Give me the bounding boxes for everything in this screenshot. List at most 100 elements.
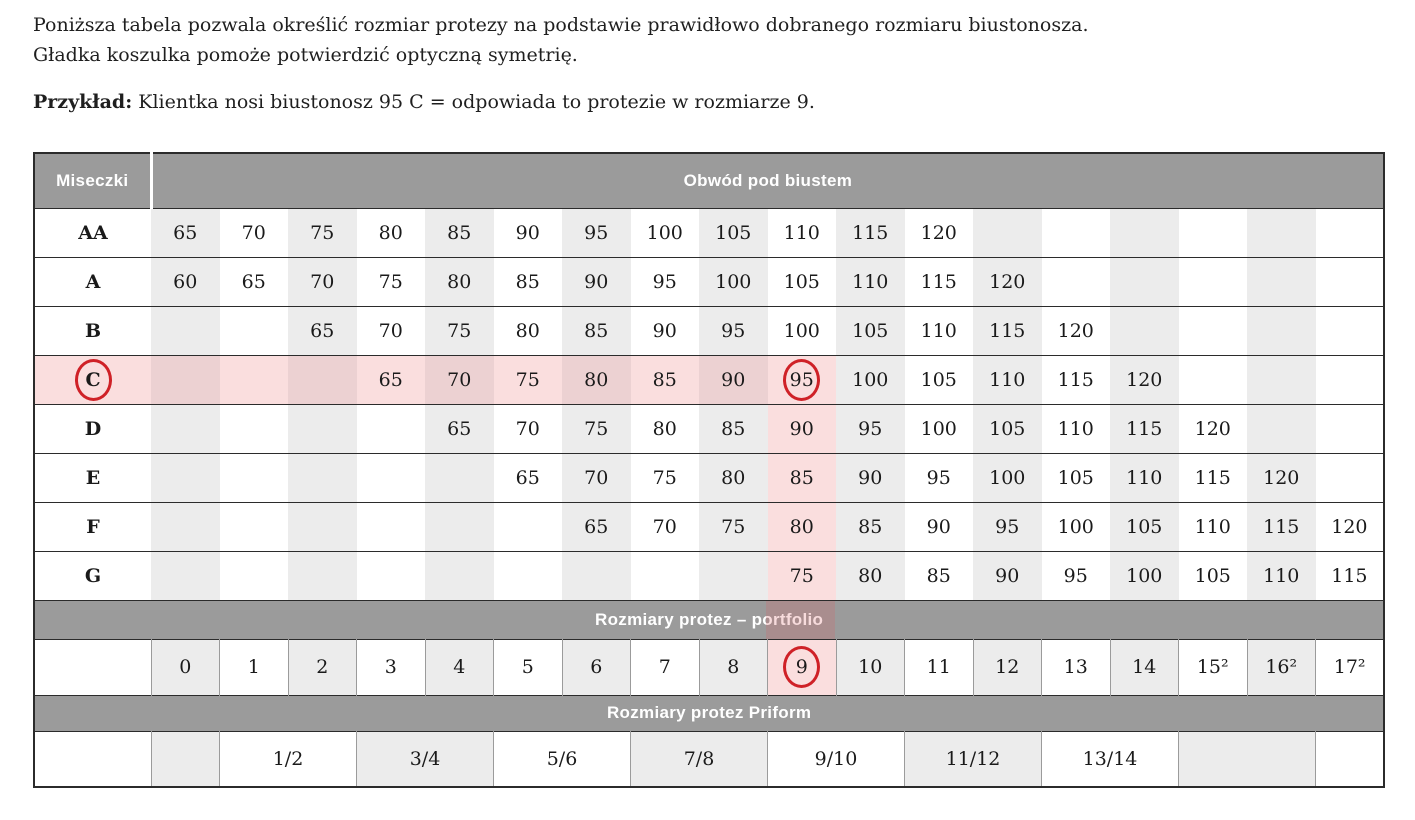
- priform-size-cell: [1178, 731, 1316, 787]
- underbust-cell: 110: [1110, 453, 1179, 502]
- underbust-cell: 115: [973, 306, 1042, 355]
- underbust-cell: [151, 306, 220, 355]
- underbust-cell: 75: [562, 404, 631, 453]
- intro-section: Poniższa tabela pozwala określić rozmiar…: [33, 10, 1415, 117]
- underbust-cell: 70: [562, 453, 631, 502]
- portfolio-size-cell: 4: [424, 639, 494, 695]
- underbust-cell: 110: [1247, 551, 1316, 600]
- underbust-cell: 100: [836, 355, 905, 404]
- underbust-cell: [357, 453, 426, 502]
- underbust-cell: 105: [1057, 466, 1094, 489]
- underbust-cell: 105: [699, 208, 768, 257]
- red-circle-highlight: C: [74, 358, 112, 401]
- underbust-cell: 85: [836, 502, 905, 551]
- underbust-cell: [220, 306, 289, 355]
- underbust-cell: 105: [920, 368, 957, 391]
- underbust-cell: 65: [151, 208, 220, 257]
- underbust-cell: 95: [973, 502, 1042, 551]
- underbust-cell: 65: [288, 306, 357, 355]
- underbust-cell: [1042, 208, 1111, 257]
- priform-size-cell: 3/4: [356, 731, 494, 787]
- underbust-cell: 115: [920, 270, 957, 293]
- portfolio-size-cell: 1: [219, 639, 289, 695]
- underbust-cell: 75: [493, 355, 562, 404]
- underbust-cell: 100: [1057, 515, 1094, 538]
- underbust-cell: [494, 551, 563, 600]
- underbust-cell: 95: [926, 466, 951, 489]
- priform-size-cell: 5/6: [493, 731, 631, 787]
- underbust-cell: [1179, 208, 1248, 257]
- underbust-cell: 85: [562, 306, 631, 355]
- underbust-cell: [1179, 257, 1248, 306]
- underbust-cell: 110: [1194, 515, 1231, 538]
- priform-band-row: Rozmiary protez Priform: [34, 695, 1385, 731]
- priform-size-cell: 1/2: [219, 731, 357, 787]
- underbust-cell: [494, 502, 563, 551]
- underbust-cell: [288, 453, 357, 502]
- portfolio-size-cell: 8: [698, 639, 768, 695]
- portfolio-size-cell: 17²: [1315, 639, 1385, 695]
- underbust-cell: [1316, 257, 1385, 306]
- underbust-cell: [562, 551, 631, 600]
- underbust-cell: 95: [652, 270, 677, 293]
- red-circle-highlight: 95: [783, 358, 821, 401]
- red-circle-highlight: 9: [783, 646, 821, 688]
- underbust-cell: 75: [378, 270, 403, 293]
- underbust-cell: 75: [652, 466, 677, 489]
- underbust-cell: 115: [1247, 502, 1316, 551]
- underbust-cell: [357, 551, 426, 600]
- underbust-cell: [151, 355, 220, 404]
- underbust-cell: 75: [288, 208, 357, 257]
- cup-row-E: E 65 70 75 80 85 90 95 100 105 110 115 120: [34, 453, 1385, 502]
- underbust-cell: [151, 502, 220, 551]
- underbust-cell: [1247, 404, 1316, 453]
- portfolio-size-cell: 10: [835, 639, 905, 695]
- underbust-cell: 100: [1110, 551, 1179, 600]
- underbust-cell: 80: [767, 502, 836, 551]
- underbust-cell: 85: [630, 355, 699, 404]
- underbust-cell: 70: [515, 417, 540, 440]
- underbust-cell: [1316, 404, 1385, 453]
- portfolio-size-cell: 3: [356, 639, 426, 695]
- portfolio-row-spacer: [34, 639, 152, 695]
- underbust-cell: 75: [699, 502, 768, 551]
- cup-row-F: F 65 70 75 80 85 90 95 100 105 110 115 120: [34, 502, 1385, 551]
- cup-label-D: D: [84, 417, 102, 440]
- underbust-cell: [220, 453, 289, 502]
- underbust-cell: 65: [356, 355, 425, 404]
- underbust-cell: [288, 404, 357, 453]
- underbust-cell: 80: [652, 417, 677, 440]
- portfolio-size-cell: 0: [150, 639, 220, 695]
- portfolio-size-cell: 14: [1109, 639, 1179, 695]
- intro-line-1: Poniższa tabela pozwala określić rozmiar…: [33, 14, 1089, 36]
- underbust-cell: [973, 208, 1042, 257]
- underbust-cell: 70: [378, 319, 403, 342]
- portfolio-size-cell: 9: [767, 639, 837, 695]
- underbust-cell: [219, 355, 288, 404]
- underbust-cell: 90: [973, 551, 1042, 600]
- underbust-cell: [425, 502, 494, 551]
- underbust-cell: 95: [767, 355, 836, 404]
- underbust-cell: 120: [1057, 319, 1094, 342]
- underbust-cell: 90: [926, 515, 951, 538]
- underbust-cell: 115: [1194, 466, 1231, 489]
- underbust-cell: [1247, 257, 1316, 306]
- underbust-cell: 105: [1110, 502, 1179, 551]
- cup-label-G: G: [84, 564, 102, 587]
- table-header-row: Miseczki Obwód pod biustem: [34, 153, 1385, 208]
- underbust-cell: [1247, 355, 1316, 404]
- portfolio-size-cell: 6: [561, 639, 631, 695]
- underbust-cell: 80: [562, 355, 631, 404]
- cup-row-A: A 60 65 70 75 80 85 90 95 100 105 110 115 120: [34, 257, 1385, 306]
- underbust-cell: 120: [1194, 417, 1231, 440]
- underbust-cell: 95: [836, 404, 905, 453]
- cup-row-D: D 65 70 75 80 85 90 95 100 105 110 115 120: [34, 404, 1385, 453]
- underbust-cell: [1179, 306, 1248, 355]
- underbust-cell: 115: [1057, 368, 1094, 391]
- cup-label-F: F: [86, 515, 100, 538]
- underbust-cell: 85: [926, 564, 951, 587]
- underbust-cell: [1042, 257, 1111, 306]
- underbust-cell: 115: [836, 208, 905, 257]
- portfolio-size-cell: 13: [1041, 639, 1111, 695]
- underbust-cell: [631, 551, 700, 600]
